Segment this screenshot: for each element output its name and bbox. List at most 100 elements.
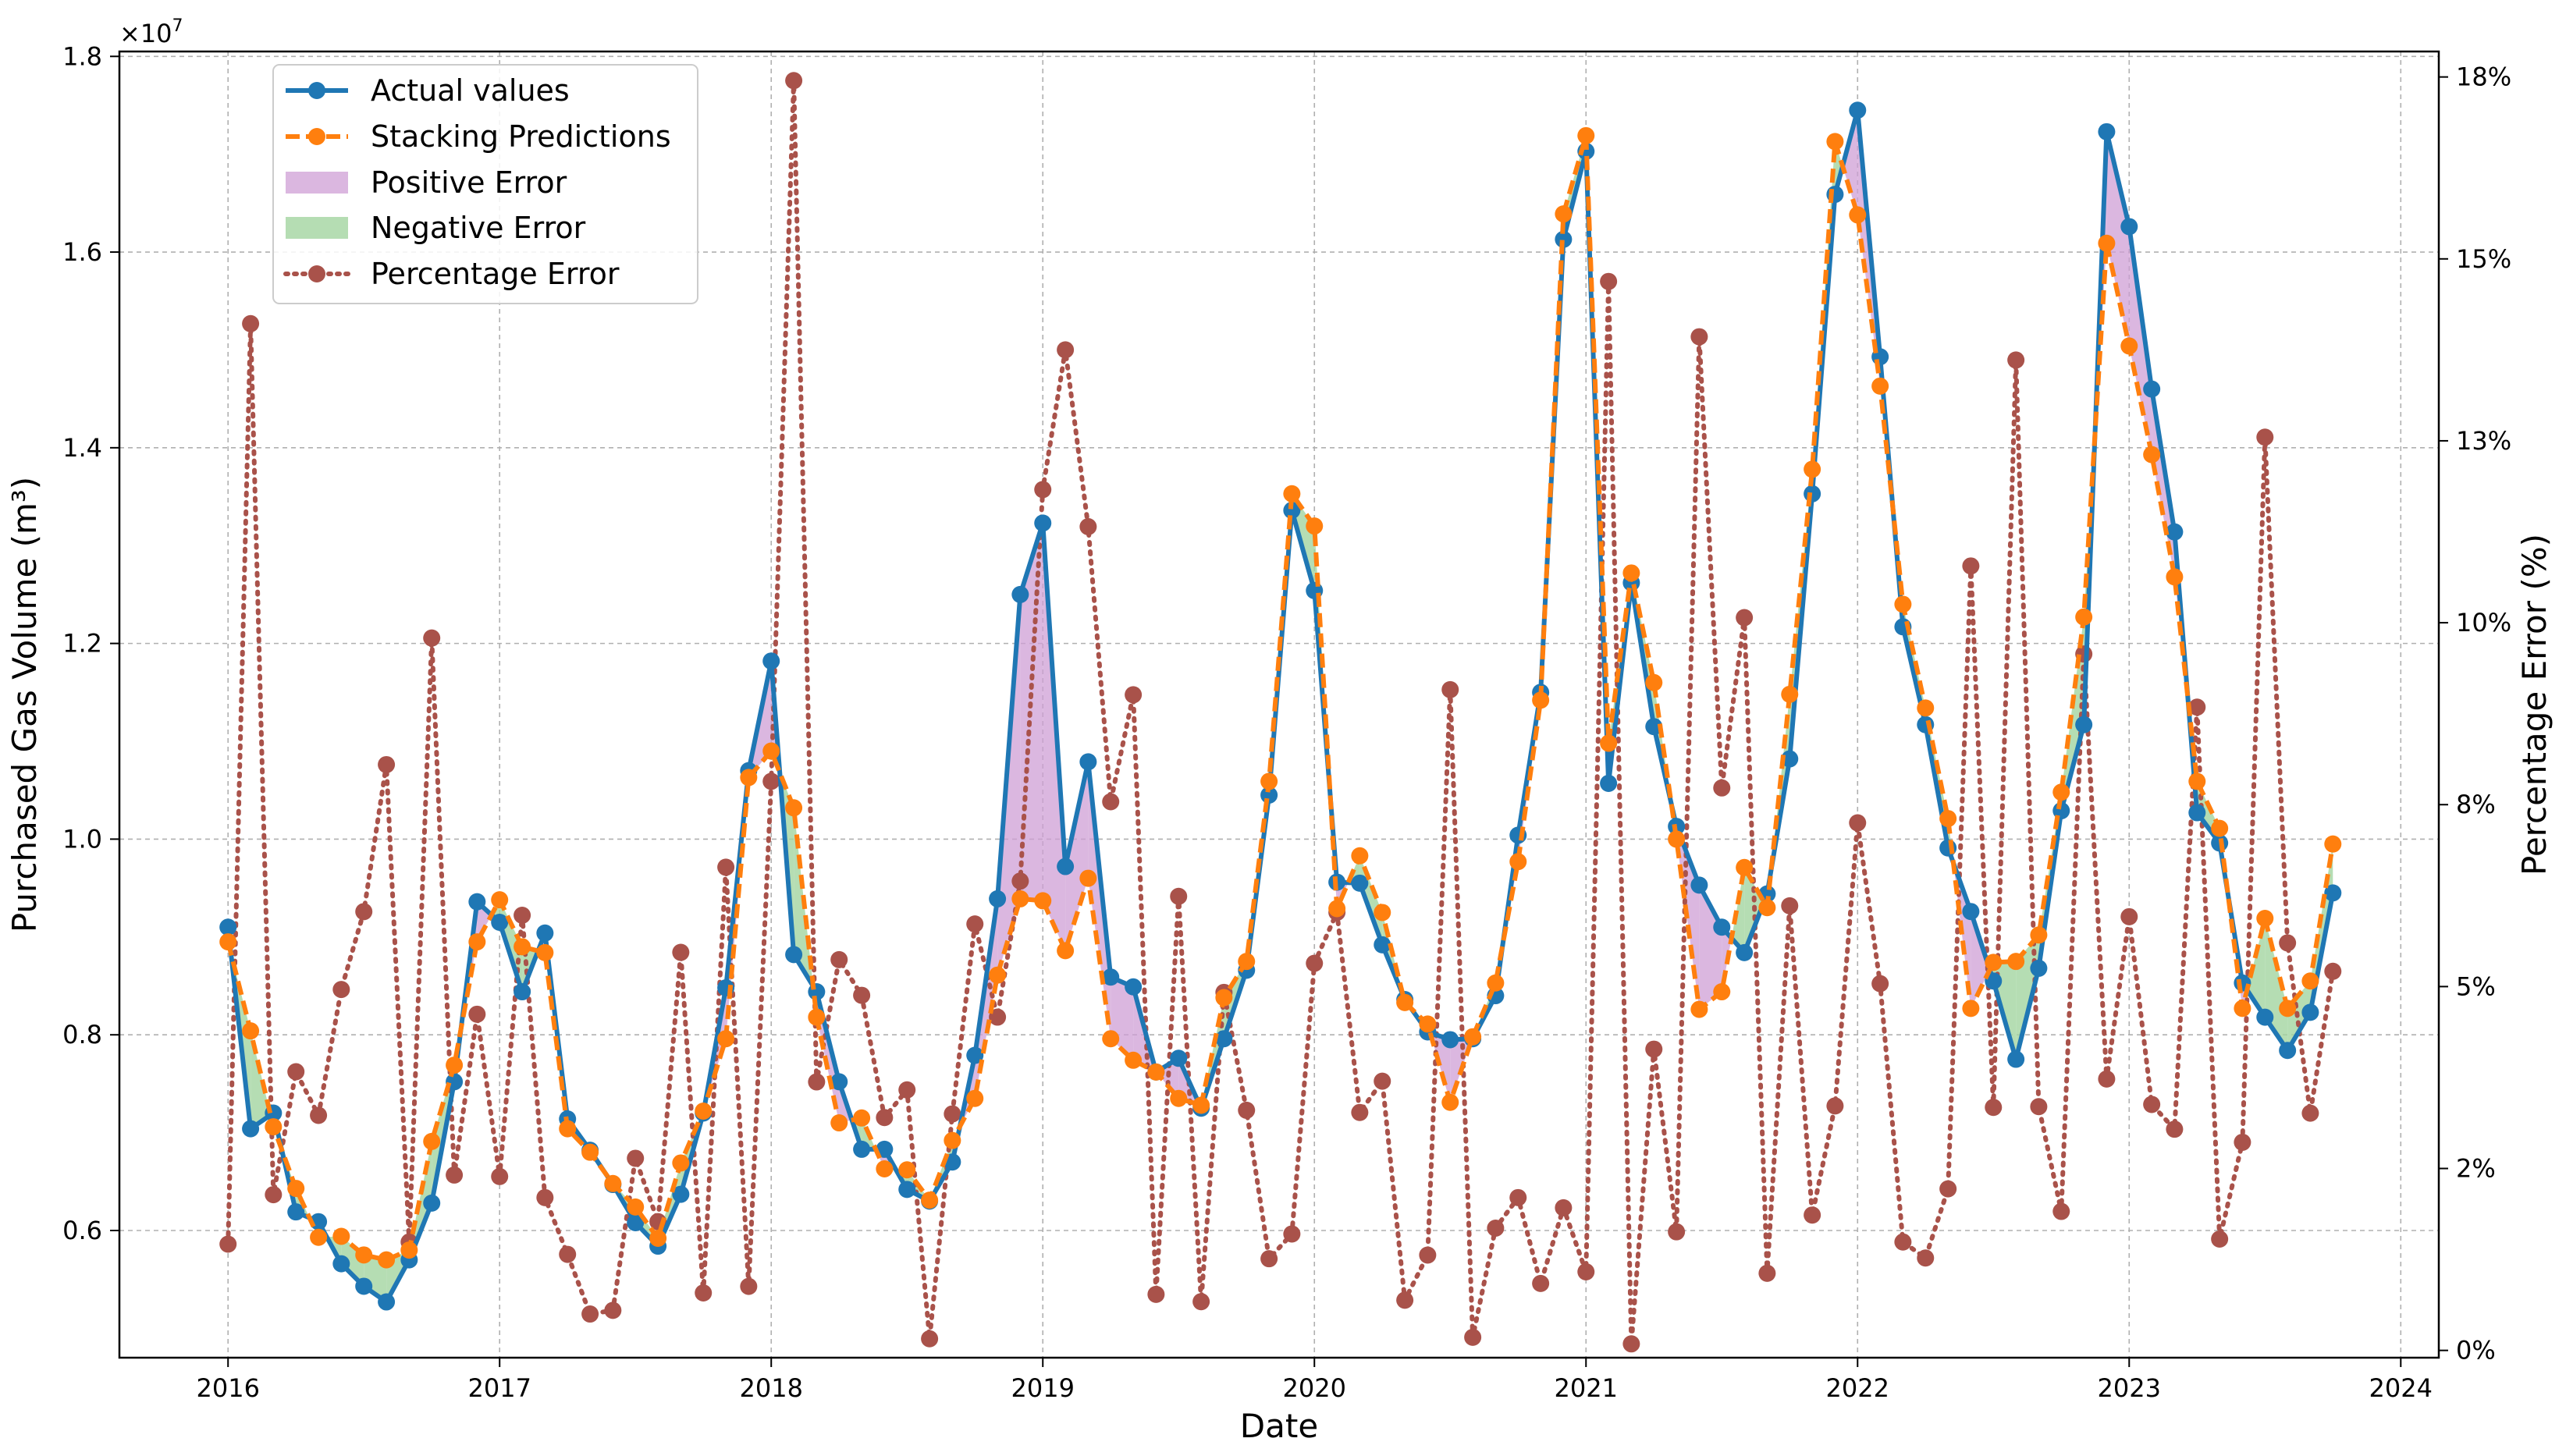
actual-value-point: [1939, 839, 1957, 857]
actual-value-point: [762, 652, 780, 670]
prediction-point: [1464, 1028, 1482, 1046]
actual-value-point: [242, 1120, 260, 1138]
percentage-error-point: [1238, 1101, 1256, 1119]
percentage-error-point: [2279, 934, 2297, 952]
percentage-error-point: [1804, 1206, 1821, 1224]
percentage-error-point: [1939, 1180, 1957, 1198]
actual-value-point: [1351, 874, 1369, 892]
percentage-error-point: [1849, 814, 1867, 832]
percentage-error-point: [1871, 975, 1889, 993]
y2-axis-label: Percentage Error (%): [2515, 534, 2554, 875]
prediction-point: [1396, 993, 1414, 1011]
legend-label-percentage-error: Percentage Error: [371, 257, 620, 291]
prediction-point: [2234, 1000, 2251, 1017]
x-tick-label: 2024: [2369, 1373, 2433, 1403]
percentage-error-point: [559, 1245, 577, 1263]
y2-tick-label: 5%: [2456, 971, 2496, 1001]
actual-value-point: [2324, 884, 2342, 902]
actual-value-point: [627, 1213, 645, 1231]
legend-label-positive-error: Positive Error: [371, 165, 567, 200]
positive-error-area: [1953, 862, 1971, 1009]
percentage-error-point: [627, 1149, 645, 1167]
prediction-point: [898, 1161, 916, 1179]
actual-value-point: [1079, 753, 1097, 771]
prediction-point: [1826, 133, 1844, 151]
prediction-point: [1147, 1063, 1165, 1081]
prediction-point: [1441, 1093, 1459, 1111]
percentage-error-point: [1758, 1264, 1776, 1282]
percentage-error-point: [310, 1106, 328, 1124]
actual-value-point: [1645, 718, 1663, 736]
prediction-point: [2166, 568, 2184, 586]
prediction-point: [1102, 1030, 1120, 1048]
actual-value-point: [2075, 716, 2093, 733]
prediction-point: [1283, 485, 1301, 502]
x-tick-label: 2018: [740, 1373, 803, 1403]
prediction-point: [2075, 608, 2093, 626]
plot-frame: [118, 50, 2440, 1359]
prediction-point: [287, 1180, 305, 1198]
prediction-point: [1215, 989, 1233, 1007]
actual-value-point: [2256, 1008, 2274, 1026]
predictions-line: [226, 133, 2336, 1262]
prediction-point: [672, 1154, 690, 1172]
x-axis-label: Date: [1240, 1407, 1318, 1445]
prediction-point: [1713, 983, 1731, 1001]
prediction-point: [1939, 810, 1957, 828]
negative-error-area: [341, 1236, 364, 1287]
percentage-error-point: [2188, 698, 2206, 716]
actual-value-point: [2007, 1050, 2025, 1068]
percentage-error-line: [226, 80, 2336, 1344]
prediction-point: [559, 1120, 577, 1138]
percentage-error-point: [1985, 1099, 2003, 1117]
actual-value-point: [378, 1293, 396, 1311]
percentage-error-point: [242, 314, 260, 332]
prediction-point: [1894, 595, 1912, 613]
positive-error-area: [1971, 911, 1990, 1009]
actual-value-point: [1713, 918, 1731, 936]
y-tick-label: 1.6: [62, 237, 102, 267]
percentage-error-point: [1419, 1246, 1437, 1264]
prediction-point: [310, 1228, 328, 1246]
prediction-point: [1781, 685, 1799, 703]
prediction-point: [332, 1227, 350, 1245]
prediction-point: [491, 891, 509, 909]
prediction-point: [1192, 1096, 1210, 1114]
y-tick-label: 0.6: [62, 1216, 102, 1245]
percentage-error-point: [2052, 1202, 2070, 1220]
percentage-error-point: [1260, 1250, 1278, 1268]
percentage-error-point: [966, 915, 984, 933]
stacking-predictions-series: [219, 126, 2342, 1269]
prediction-point: [446, 1056, 464, 1074]
percentage-error-point: [1736, 609, 1754, 627]
prediction-point: [695, 1103, 713, 1120]
percentage-error-point: [672, 943, 690, 961]
actual-value-point: [1804, 485, 1821, 502]
prediction-point: [1374, 904, 1391, 922]
legend-item-negative-error: Negative Error: [286, 211, 586, 245]
negative-error-area: [2247, 918, 2266, 1017]
percentage-error-point: [695, 1284, 713, 1302]
actual-value-point: [989, 890, 1007, 907]
legend-box: [272, 64, 698, 304]
prediction-point: [1532, 691, 1550, 709]
actual-value-point: [1962, 903, 1980, 921]
prediction-point: [1509, 853, 1527, 871]
prediction-point: [853, 1109, 871, 1127]
prediction-point: [423, 1132, 441, 1150]
positive-error-area: [2106, 131, 2130, 346]
prediction-point: [649, 1230, 667, 1248]
prediction-point: [1260, 772, 1278, 790]
percentage-error-point: [1826, 1097, 1844, 1115]
x-tick-label: 2022: [1826, 1373, 1889, 1403]
percentage-error-point: [2256, 428, 2274, 446]
y2-tick-label: 10%: [2456, 608, 2511, 637]
actual-value-point: [1374, 936, 1391, 954]
prediction-point: [242, 1022, 260, 1040]
legend-item-percentage-error: Percentage Error: [283, 257, 620, 291]
prediction-point: [2279, 1000, 2297, 1017]
percentage-error-point: [853, 986, 871, 1004]
actual-value-point: [2279, 1042, 2297, 1060]
percentage-error-point: [491, 1167, 509, 1185]
y-axis-right: 0% 2% 5% 8% 10% 13% 15% 18%: [2439, 62, 2511, 1365]
